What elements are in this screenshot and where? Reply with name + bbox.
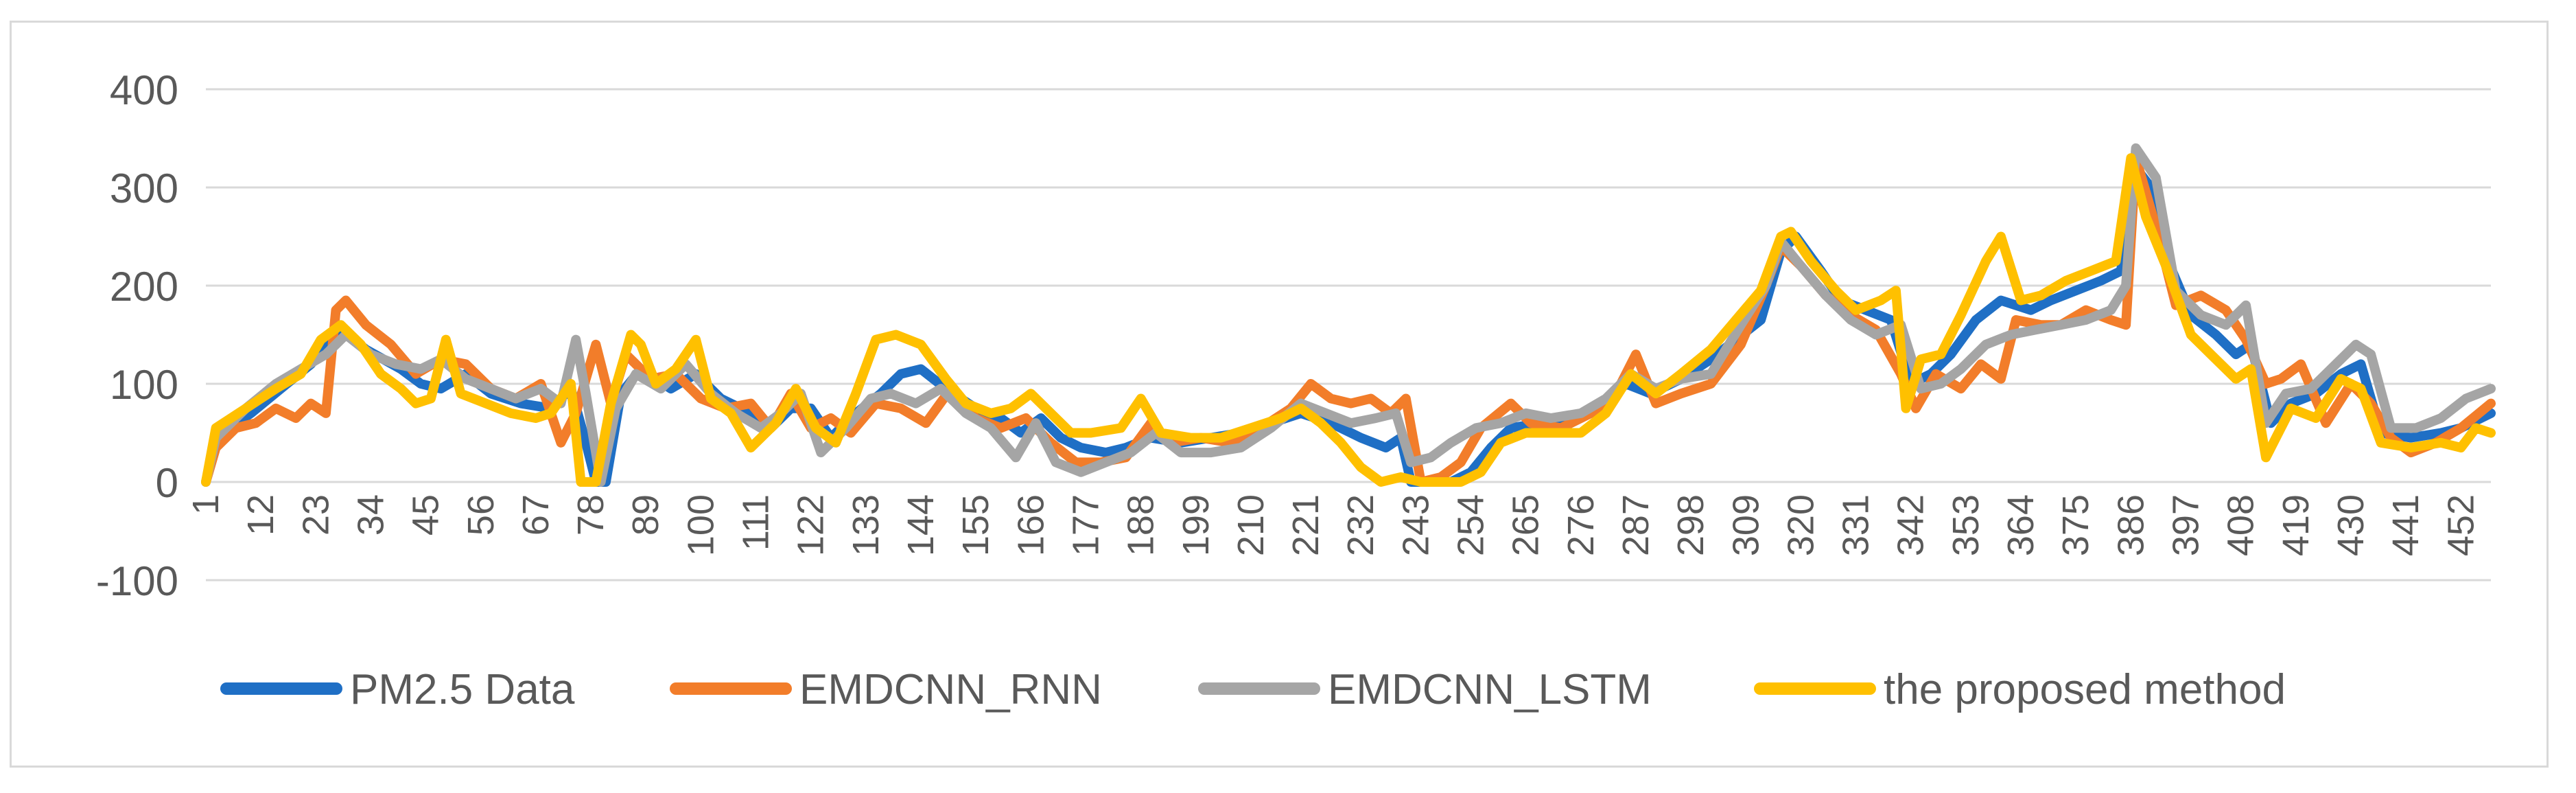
x-tick-label: 56 xyxy=(460,494,502,536)
x-tick-label: 364 xyxy=(2000,494,2041,556)
x-tick-label: 430 xyxy=(2330,494,2372,556)
x-tick-label: 243 xyxy=(1395,494,1436,556)
x-tick-label: 298 xyxy=(1670,494,1711,556)
x-tick-label: 441 xyxy=(2385,494,2426,556)
y-tick-label: 100 xyxy=(110,362,178,408)
series-line-2 xyxy=(201,153,2496,487)
x-tick-label: 419 xyxy=(2275,494,2317,556)
legend-label: EMDCNN_RNN xyxy=(799,666,1102,713)
x-tick-label: 23 xyxy=(295,494,336,536)
x-tick-label: 1 xyxy=(185,494,226,515)
y-tick-label: 300 xyxy=(110,165,178,211)
x-tick-label: 12 xyxy=(240,494,281,536)
x-tick-label: 133 xyxy=(845,494,887,556)
x-tick-label: 155 xyxy=(955,494,996,556)
x-tick-label: 265 xyxy=(1506,494,1547,556)
legend-label: PM2.5 Data xyxy=(350,666,575,713)
y-tick-label: 200 xyxy=(110,264,178,310)
y-tick-label: 0 xyxy=(156,460,178,506)
x-tick-label: 397 xyxy=(2166,494,2207,556)
x-tick-label: 408 xyxy=(2221,494,2262,556)
legend-label: the proposed method xyxy=(1884,666,2286,713)
x-tick-label: 188 xyxy=(1121,494,1162,556)
legend-label: EMDCNN_LSTM xyxy=(1328,666,1652,713)
x-tick-label: 177 xyxy=(1065,494,1106,556)
x-tick-label: 320 xyxy=(1780,494,1821,556)
x-tick-label: 78 xyxy=(570,494,611,536)
x-tick-label: 452 xyxy=(2440,494,2481,556)
x-tick-label: 67 xyxy=(515,494,557,536)
x-tick-label: 353 xyxy=(1945,494,1987,556)
x-tick-label: 210 xyxy=(1230,494,1272,556)
x-tick-label: 100 xyxy=(680,494,721,556)
x-tick-label: 309 xyxy=(1725,494,1766,556)
x-tick-label: 89 xyxy=(625,494,666,536)
x-tick-label: 331 xyxy=(1836,494,1877,556)
x-tick-label: 199 xyxy=(1175,494,1217,556)
x-tick-label: 232 xyxy=(1340,494,1381,556)
x-tick-label: 45 xyxy=(406,494,447,536)
x-tick-label: 386 xyxy=(2110,494,2151,556)
x-tick-label: 287 xyxy=(1615,494,1656,556)
x-tick-label: 221 xyxy=(1285,494,1326,556)
x-tick-label: 342 xyxy=(1890,494,1932,556)
y-tick-label: 400 xyxy=(110,67,178,113)
x-tick-label: 276 xyxy=(1560,494,1602,556)
x-tick-label: 254 xyxy=(1451,494,1492,556)
y-tick-label: -100 xyxy=(96,558,178,604)
x-tick-label: 34 xyxy=(350,494,391,536)
x-tick-label: 111 xyxy=(736,494,777,551)
x-tick-label: 375 xyxy=(2055,494,2096,556)
x-tick-label: 166 xyxy=(1010,494,1051,556)
series-line-3 xyxy=(201,143,2496,487)
x-tick-label: 122 xyxy=(791,494,832,556)
series-line-4 xyxy=(201,153,2496,487)
x-tick-label: 144 xyxy=(900,494,941,556)
